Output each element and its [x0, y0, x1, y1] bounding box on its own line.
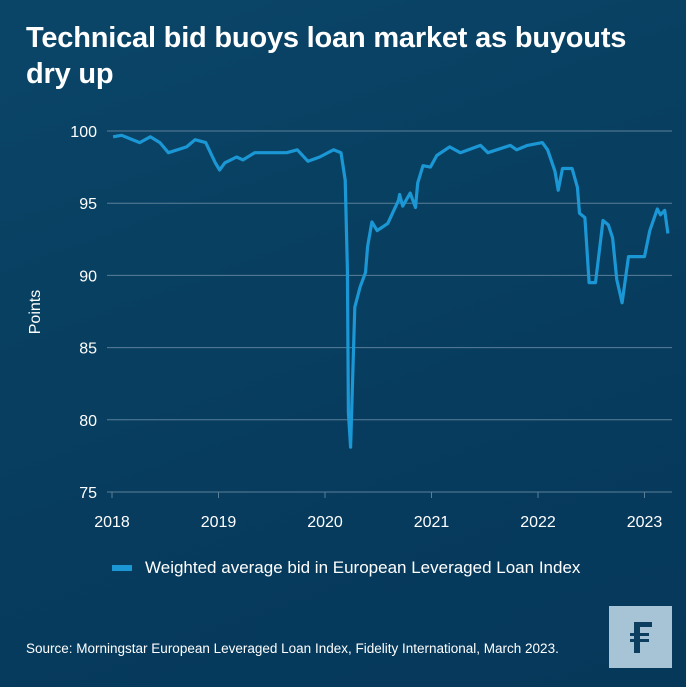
series-line — [112, 133, 670, 449]
x-tick-label: 2019 — [201, 514, 237, 531]
y-tick-label: 95 — [79, 196, 97, 213]
source-note: Source: Morningstar European Leveraged L… — [26, 641, 559, 656]
y-axis-label: Points — [27, 290, 44, 334]
x-tick-label: 2018 — [94, 514, 130, 531]
legend: Weighted average bid in European Leverag… — [112, 558, 580, 578]
y-tick-label: 90 — [79, 268, 97, 285]
y-tick-label: 80 — [79, 413, 97, 430]
y-tick-label: 85 — [79, 341, 97, 358]
x-tick-label: 2020 — [307, 514, 343, 531]
legend-label: Weighted average bid in European Leverag… — [145, 558, 581, 577]
chart-title: Technical bid buoys loan market as buyou… — [26, 22, 627, 90]
y-tick-label: 75 — [79, 485, 97, 502]
fidelity-logo — [609, 606, 672, 668]
x-tick-label: 2022 — [520, 514, 556, 531]
y-tick-label: 100 — [70, 124, 97, 141]
x-tick-label: 2023 — [627, 514, 663, 531]
x-tick-label: 2021 — [414, 514, 450, 531]
legend-swatch — [112, 565, 132, 571]
